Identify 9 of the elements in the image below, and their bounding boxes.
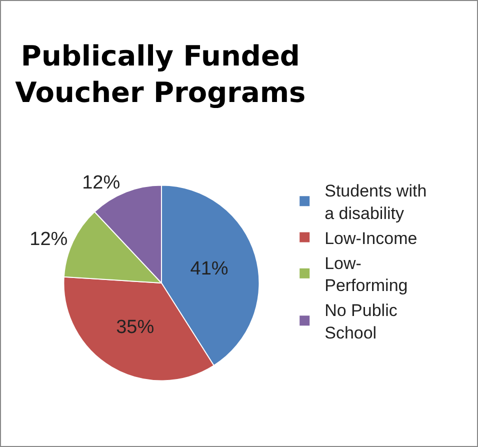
legend-label: No Public School [324, 301, 398, 342]
legend-label: Low-Income [324, 228, 418, 248]
chart-title: Publically Funded Voucher Programs [15, 40, 306, 109]
legend-label: Students with a disability [324, 182, 427, 223]
data-label: 12% [30, 228, 68, 250]
legend-label: Low-Performing [324, 254, 408, 296]
data-label: 12% [82, 172, 120, 194]
data-label: 41% [190, 258, 228, 280]
data-label: 35% [116, 316, 154, 338]
